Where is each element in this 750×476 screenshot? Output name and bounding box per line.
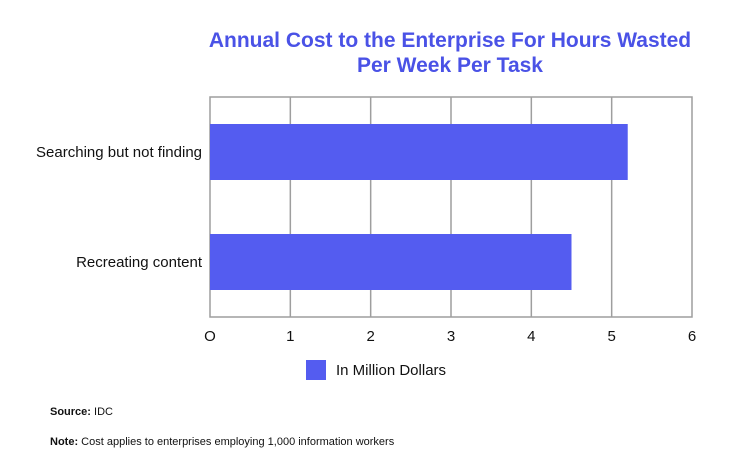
bar bbox=[210, 234, 572, 290]
x-tick-label: 2 bbox=[366, 328, 374, 345]
source-value: IDC bbox=[94, 406, 113, 418]
x-tick-label: 5 bbox=[607, 328, 615, 345]
x-tick-label: 6 bbox=[688, 328, 696, 345]
x-tick-label: 1 bbox=[286, 328, 294, 345]
chart-title: Annual Cost to the Enterprise For Hours … bbox=[150, 28, 750, 78]
bar bbox=[210, 124, 628, 180]
note-value: Cost applies to enterprises employing 1,… bbox=[81, 436, 395, 448]
category-label: Searching but not finding bbox=[36, 144, 202, 161]
legend: In Million Dollars bbox=[306, 360, 446, 380]
chart-title-line-1: Annual Cost to the Enterprise For Hours … bbox=[208, 29, 692, 52]
source-note: Source: IDC bbox=[50, 406, 113, 418]
x-tick-label: O bbox=[204, 328, 216, 345]
chart-title-line-2: Per Week Per Task bbox=[356, 54, 543, 77]
cost-note: Note: Cost applies to enterprises employ… bbox=[50, 436, 394, 448]
legend-label: In Million Dollars bbox=[336, 361, 447, 379]
note-label: Note: bbox=[50, 436, 79, 448]
source-label: Source: bbox=[50, 406, 91, 418]
x-tick-label: 3 bbox=[447, 328, 455, 345]
legend-swatch bbox=[306, 360, 326, 380]
category-label: Recreating content bbox=[76, 254, 203, 271]
x-tick-label: 4 bbox=[527, 328, 535, 345]
